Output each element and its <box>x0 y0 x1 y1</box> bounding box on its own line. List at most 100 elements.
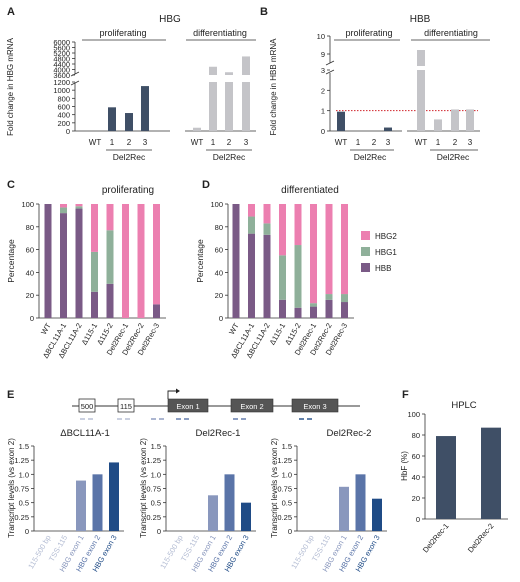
bar-segment <box>75 208 83 318</box>
x-tick-label: WT <box>335 138 348 147</box>
x-tick-label: WT <box>39 321 53 336</box>
bar <box>125 113 133 131</box>
y-tick-label: 1.5 <box>282 442 292 451</box>
y-tick-label: 0.5 <box>19 499 29 508</box>
bar <box>109 462 119 531</box>
bar-segment <box>248 216 255 234</box>
bar <box>481 427 501 519</box>
bar-segment <box>279 204 286 256</box>
bar-segment <box>91 251 98 292</box>
y-tick-label: 5600 <box>53 44 70 53</box>
x-tick-label: WT <box>415 138 428 147</box>
bar-segment <box>122 204 129 318</box>
bar-segment <box>325 204 333 295</box>
x-tick-label: 3 <box>143 138 148 147</box>
bar <box>417 50 425 66</box>
bar <box>417 70 425 131</box>
bar-segment <box>153 304 160 318</box>
y-tick-label: 1.5 <box>151 442 161 451</box>
exon-1-box <box>167 398 209 413</box>
x-tick-label: 2 <box>453 138 458 147</box>
bar-segment <box>106 230 114 284</box>
tss-arrow <box>167 390 178 399</box>
region-label: 115 <box>120 402 132 411</box>
panel-letter: C <box>7 179 15 191</box>
legend-label: HBG2 <box>375 232 397 241</box>
y-tick-label: 0.75 <box>14 485 29 494</box>
bar-segment <box>44 204 52 318</box>
y-tick-label: 1.0 <box>19 470 29 479</box>
y-tick-label: 0 <box>157 527 161 536</box>
y-tick-label: 1.0 <box>282 470 292 479</box>
bar-segment <box>279 299 286 318</box>
y-tick-label: 60 <box>412 452 420 461</box>
axis-break-mark <box>70 71 80 86</box>
bar <box>193 127 201 131</box>
y-tick-label: 5200 <box>53 49 70 58</box>
panel-letter: E <box>7 389 14 401</box>
y-tick-label: 40 <box>412 473 420 482</box>
y-tick-label: 20 <box>215 291 223 300</box>
bar <box>209 66 217 75</box>
y-tick-label: 0.75 <box>146 485 161 494</box>
exon-3-box <box>291 398 339 413</box>
bar-segment <box>263 204 271 224</box>
bar-segment <box>60 213 67 318</box>
y-tick-label: 4800 <box>53 55 70 64</box>
bar-segment <box>263 223 271 235</box>
bar-segment <box>341 204 348 295</box>
exon-label: Exon 2 <box>240 402 263 411</box>
region-500-box <box>78 398 96 413</box>
y-tick-label: 1.25 <box>14 456 29 465</box>
bar-segment <box>325 299 333 318</box>
bar-segment <box>75 206 83 209</box>
y-tick-label: 4000 <box>53 66 70 75</box>
y-tick-label: 800 <box>57 94 70 103</box>
group-sublabel: Del2Rec <box>437 152 470 162</box>
chart-title: proliferating <box>102 185 154 196</box>
y-tick-label: 60 <box>215 246 223 255</box>
chart-title: Del2Rec-2 <box>327 428 372 439</box>
bar <box>339 486 349 531</box>
bar-segment <box>294 204 302 246</box>
panel-letter: B <box>260 6 268 18</box>
y-tick-label: 80 <box>215 223 223 232</box>
bar <box>242 56 250 75</box>
y-tick-label: 0.25 <box>277 513 292 522</box>
x-tick-label: WT <box>89 138 102 147</box>
group-label: differentiating <box>193 28 247 38</box>
y-tick-label: 1.0 <box>151 470 161 479</box>
y-tick-label: 1 <box>321 107 325 116</box>
bar <box>372 498 382 531</box>
bar-segment <box>232 204 240 318</box>
panel-letter: D <box>202 179 210 191</box>
chart-title: HBB <box>410 14 431 25</box>
x-tick-label: 1 <box>110 138 115 147</box>
bar-segment <box>310 303 317 307</box>
y-tick-label: 80 <box>26 223 34 232</box>
y-axis-label: Percentage <box>195 239 205 283</box>
bar-segment <box>294 245 302 308</box>
x-tick-label: WT <box>191 138 204 147</box>
y-tick-label: 0.5 <box>151 499 161 508</box>
y-axis-label: HbF (%) <box>400 451 409 481</box>
bar <box>208 495 218 531</box>
bar-segment <box>75 204 83 207</box>
bar-segment <box>137 204 145 318</box>
y-axis-label: Transcript levels (vs exon 2) <box>139 438 148 538</box>
bar <box>384 127 392 131</box>
y-tick-label: 200 <box>57 119 70 128</box>
bar-segment <box>310 306 317 318</box>
bar <box>466 109 474 131</box>
y-tick-label: 9 <box>321 50 325 59</box>
bar-segment <box>248 204 255 217</box>
bar <box>225 72 233 75</box>
panel-letter: F <box>402 389 409 401</box>
legend-swatch <box>361 231 370 240</box>
group-label: differentiating <box>424 28 478 38</box>
y-tick-label: 10 <box>317 32 325 41</box>
y-tick-label: 80 <box>412 431 420 440</box>
y-axis-label: Transcript levels (vs exon 2) <box>7 438 16 538</box>
y-tick-label: 100 <box>210 200 223 209</box>
y-axis-label: Percentage <box>6 239 16 283</box>
